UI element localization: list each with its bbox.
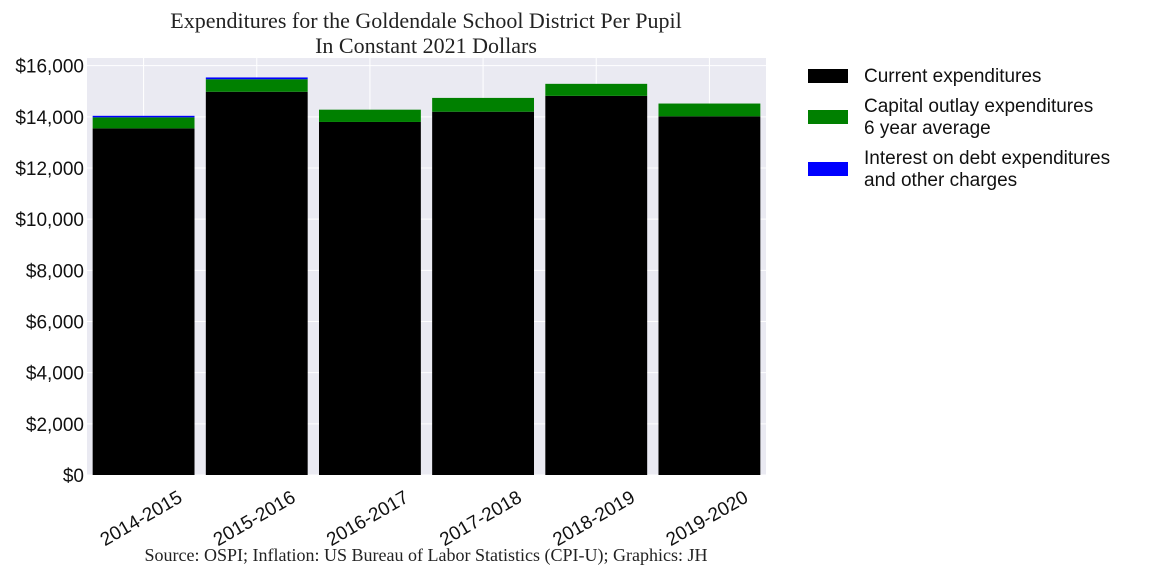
y-tick-label: $0: [63, 466, 84, 487]
bar-segment: [658, 103, 761, 117]
legend-label: Interest on debt expenditures: [864, 148, 1110, 169]
chart-subtitle: In Constant 2021 Dollars: [315, 33, 537, 58]
bar-segment: [318, 121, 421, 475]
y-tick-label: $6,000: [26, 313, 84, 334]
y-tick-label: $10,000: [15, 210, 84, 231]
legend-label: Capital outlay expenditures: [864, 96, 1093, 117]
bar-segment: [658, 116, 761, 476]
y-tick-label: $8,000: [26, 261, 84, 282]
bar-segment: [432, 111, 535, 475]
y-tick-label: $4,000: [26, 364, 84, 385]
legend: Current expenditures Capital outlay expen…: [808, 66, 1110, 191]
y-tick-label: $2,000: [26, 415, 84, 436]
y-tick-label: $12,000: [15, 159, 84, 180]
bar-segment: [205, 77, 308, 80]
x-tick-label: 2019-2020: [663, 487, 752, 551]
bar-segment: [92, 117, 195, 129]
bar-segment: [205, 79, 308, 92]
bar-segment: [92, 128, 195, 475]
x-axis-ticks: 2014-2015 2015-2016 2016-2017 2017-2018 2018…: [97, 487, 752, 551]
bar-segment: [545, 83, 648, 96]
legend-label: and other charges: [864, 170, 1017, 191]
legend-label: 6 year average: [864, 118, 991, 139]
x-tick-label: 2015-2016: [210, 487, 299, 551]
bars: [92, 77, 761, 476]
legend-swatch: [808, 110, 848, 124]
y-tick-label: $16,000: [15, 57, 84, 78]
x-tick-label: 2017-2018: [436, 487, 525, 551]
bar-segment: [318, 109, 421, 122]
legend-swatch: [808, 69, 848, 83]
y-tick-label: $14,000: [15, 108, 84, 129]
bar-segment: [432, 97, 535, 112]
bar-segment: [205, 91, 308, 476]
bar-segment: [92, 115, 195, 118]
source-note: Source: OSPI; Inflation: US Bureau of La…: [145, 545, 708, 566]
chart-title: Expenditures for the Goldendale School D…: [170, 8, 681, 33]
plot-area: [87, 58, 766, 475]
x-tick-label: 2016-2017: [323, 487, 412, 551]
bar-segment: [545, 95, 648, 475]
x-tick-label: 2018-2019: [550, 487, 639, 551]
y-axis-ticks: $0 $2,000 $4,000 $6,000 $8,000 $10,000 $12,000…: [15, 57, 84, 487]
legend-swatch: [808, 162, 848, 176]
legend-label: Current expenditures: [864, 66, 1041, 87]
x-tick-label: 2014-2015: [97, 487, 186, 551]
